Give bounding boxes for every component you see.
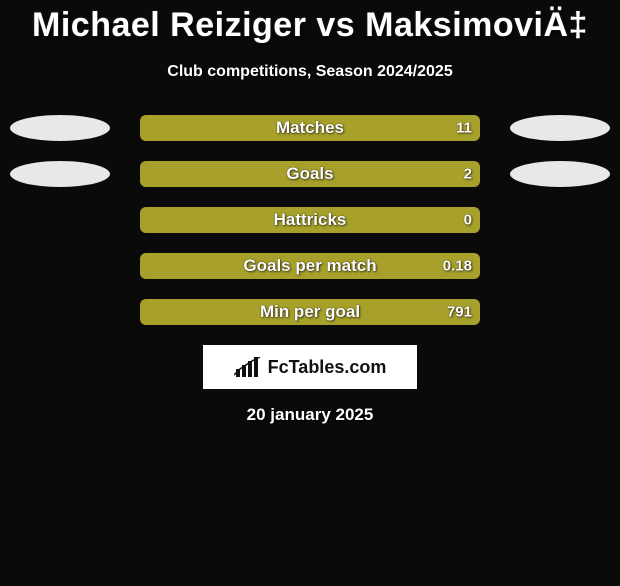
stat-bar: Hattricks0 [140, 207, 480, 233]
stat-bar: Goals2 [140, 161, 480, 187]
stat-bar: Matches11 [140, 115, 480, 141]
left-ellipse [10, 115, 110, 141]
stat-label: Goals [140, 164, 480, 184]
source-badge-label: FcTables.com [268, 357, 387, 378]
stat-row: Goals2 [0, 161, 620, 187]
stat-value: 0 [464, 212, 472, 229]
right-ellipse [510, 161, 610, 187]
page-title: Michael Reiziger vs MaksimoviÄ‡ [0, 6, 620, 45]
date-label: 20 january 2025 [0, 405, 620, 425]
stat-value: 11 [456, 120, 472, 137]
stat-bar: Min per goal791 [140, 299, 480, 325]
stat-bar: Goals per match0.18 [140, 253, 480, 279]
stat-row: Hattricks0 [0, 207, 620, 233]
source-badge: FcTables.com [203, 345, 417, 389]
stats-container: Matches11 Goals2 Hattricks0 Goals per match… [0, 115, 620, 325]
stat-label: Matches [140, 118, 480, 138]
stat-label: Min per goal [140, 302, 480, 322]
bar-chart-icon [234, 357, 262, 377]
right-ellipse [510, 115, 610, 141]
stat-label: Goals per match [140, 256, 480, 276]
subtitle: Club competitions, Season 2024/2025 [0, 63, 620, 81]
left-ellipse [10, 161, 110, 187]
stat-row: Min per goal791 [0, 299, 620, 325]
stat-value: 0.18 [443, 258, 472, 275]
stat-value: 791 [447, 304, 472, 321]
stat-row: Goals per match0.18 [0, 253, 620, 279]
stat-label: Hattricks [140, 210, 480, 230]
stat-value: 2 [464, 166, 472, 183]
stat-row: Matches11 [0, 115, 620, 141]
